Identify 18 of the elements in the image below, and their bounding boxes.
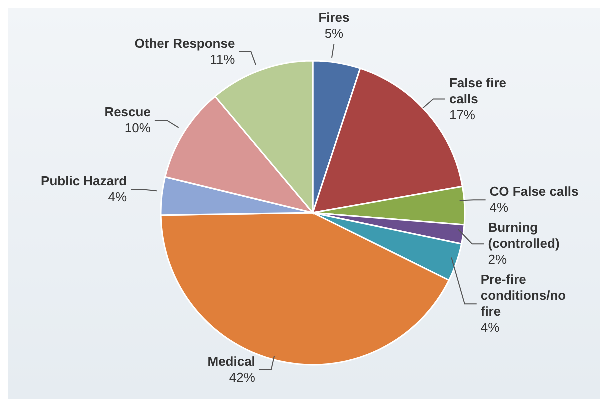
data-label: 4%	[480, 320, 500, 336]
slice-label: Rescue	[104, 104, 151, 120]
slice-label: Public Hazard	[41, 174, 128, 189]
data-label: 4%	[108, 190, 128, 205]
slice-label: Other Response	[134, 36, 236, 52]
slice-label: False fire calls	[449, 75, 507, 106]
data-label: 4%	[490, 200, 510, 216]
slice-label: Burning (controlled)	[488, 220, 560, 252]
data-label: 10%	[124, 120, 152, 136]
data-label: 17%	[449, 107, 476, 122]
slice-label: Medical	[208, 354, 256, 369]
slice-label: Pre-fire conditions/no fire	[480, 272, 566, 320]
slice-label: Fires	[318, 10, 350, 26]
slice-label: CO False calls	[490, 184, 579, 200]
data-label: 42%	[229, 370, 256, 385]
data-label: 11%	[210, 52, 236, 68]
data-label: 2%	[488, 252, 508, 268]
data-label: 5%	[324, 26, 344, 42]
